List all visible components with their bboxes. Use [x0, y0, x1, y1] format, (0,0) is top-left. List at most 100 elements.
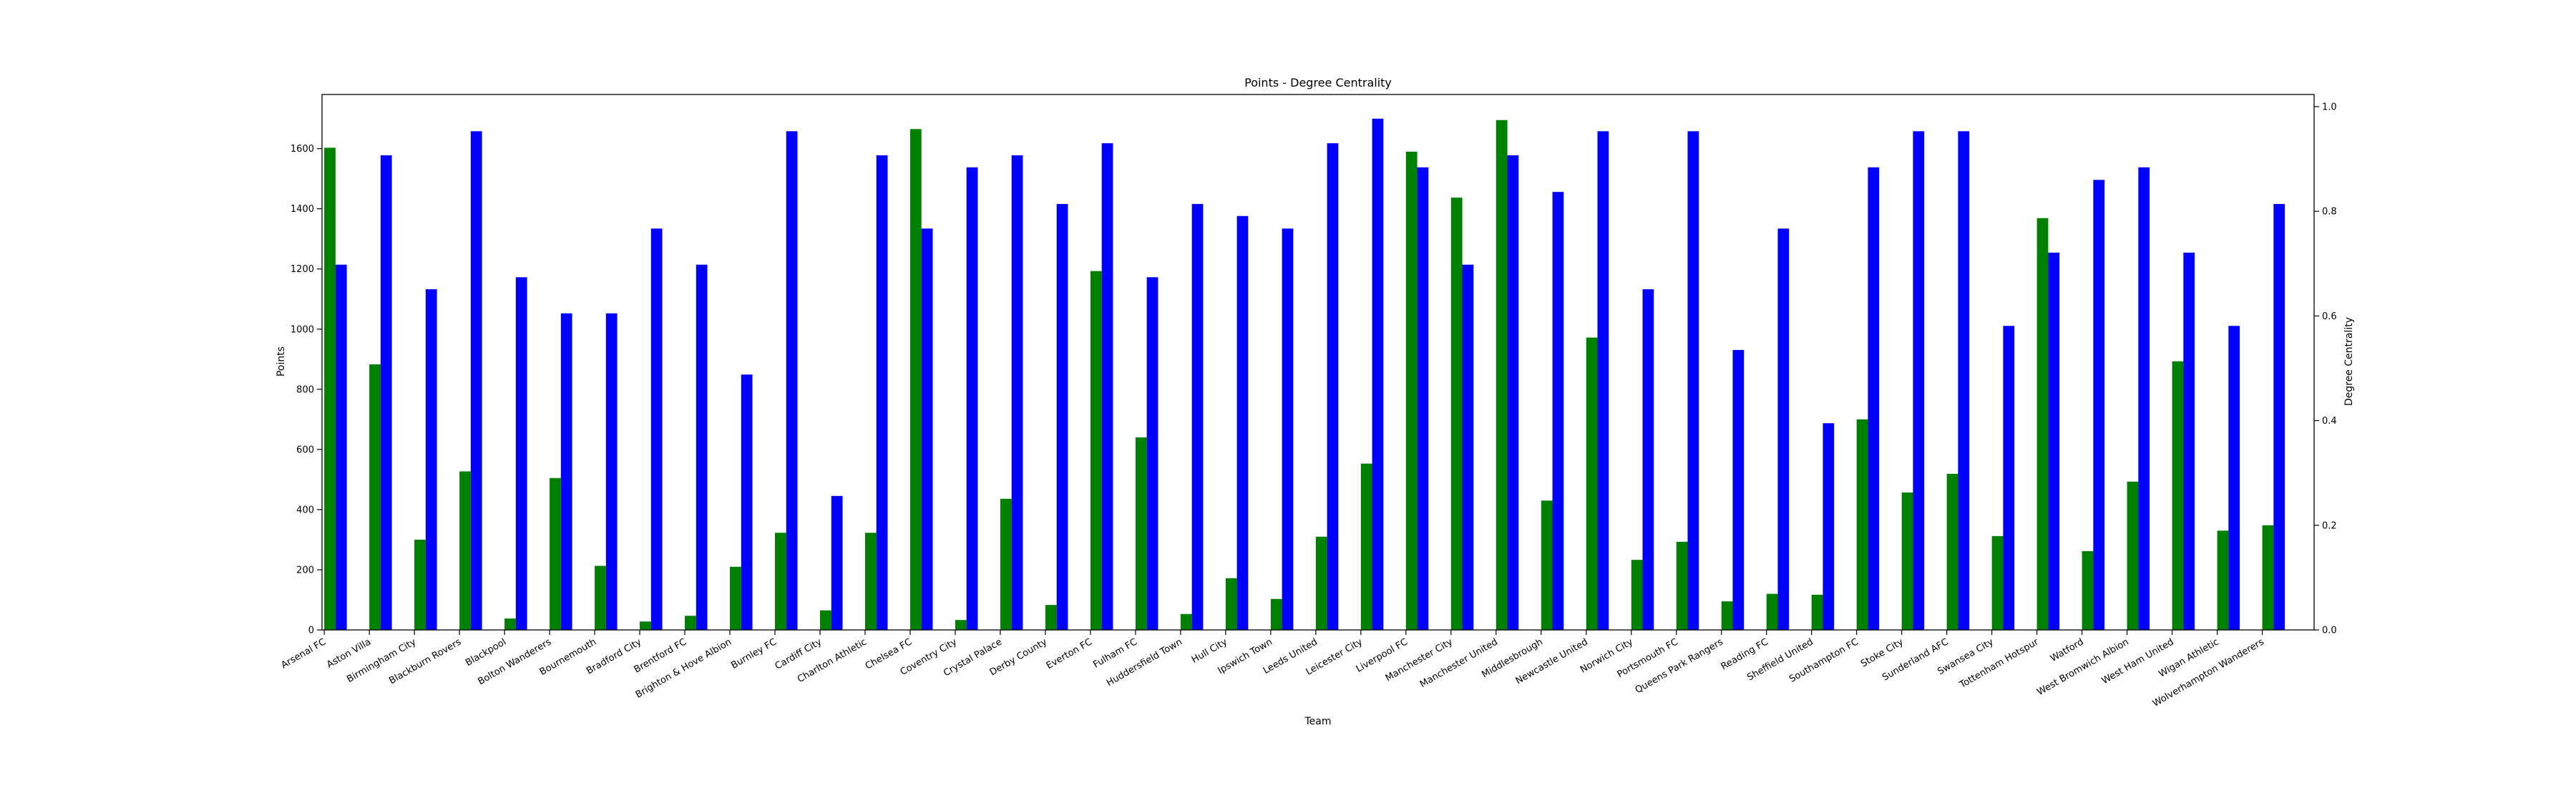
- degree-centrality-bar: [786, 131, 798, 630]
- points-bar: [1541, 500, 1553, 630]
- points-bar: [775, 533, 786, 630]
- x-axis-label: Team: [1304, 716, 1331, 727]
- points-bar: [2172, 361, 2184, 630]
- y-tick-label-right: 0.0: [2322, 626, 2337, 636]
- points-bar: [1766, 593, 1778, 630]
- degree-centrality-bar: [1958, 131, 1970, 630]
- degree-centrality-bar: [1236, 215, 1249, 630]
- points-bar: [1000, 498, 1012, 630]
- points-bar: [1135, 437, 1147, 630]
- degree-centrality-bar: [1597, 131, 1609, 630]
- degree-centrality-bar: [650, 228, 663, 630]
- degree-centrality-bar: [1642, 289, 1654, 630]
- points-bar: [324, 147, 336, 630]
- points-bar: [1811, 594, 1823, 630]
- degree-centrality-bar: [1191, 203, 1204, 630]
- points-bar: [1856, 419, 1868, 630]
- plot-frame: [321, 94, 2315, 631]
- points-bar: [1090, 271, 1102, 630]
- degree-centrality-bar: [1507, 155, 1519, 630]
- points-bar: [1991, 535, 2004, 630]
- y-tick-label-left: 0: [308, 626, 314, 636]
- points-bar: [955, 620, 967, 630]
- degree-centrality-bar: [1777, 228, 1790, 630]
- points-bar: [1496, 120, 1508, 631]
- points-bar: [2217, 530, 2229, 630]
- y-tick-label-right: 1.0: [2322, 102, 2337, 112]
- points-bar: [2036, 218, 2049, 631]
- degree-centrality-bar: [470, 131, 482, 630]
- points-bar: [414, 539, 426, 630]
- points-bar: [369, 364, 381, 630]
- degree-centrality-bar: [1282, 228, 1294, 630]
- degree-centrality-bar: [2273, 203, 2285, 630]
- degree-centrality-bar: [1146, 277, 1158, 630]
- degree-centrality-bar: [696, 264, 708, 630]
- y-tick-label-right: 0.2: [2322, 520, 2337, 531]
- points-bar: [1450, 198, 1463, 630]
- points-bar: [1315, 536, 1327, 630]
- y-tick-label-left: 1000: [291, 324, 314, 335]
- points-bar: [1405, 151, 1418, 631]
- degree-centrality-bar: [2183, 252, 2195, 630]
- points-bar: [1045, 605, 1057, 630]
- degree-centrality-bar: [1327, 143, 1339, 630]
- degree-centrality-bar: [1417, 167, 1429, 630]
- degree-centrality-bar: [605, 313, 618, 630]
- points-bar: [685, 616, 696, 630]
- degree-centrality-bar: [2138, 167, 2150, 630]
- points-bar: [459, 471, 471, 630]
- degree-centrality-bar: [1101, 143, 1113, 630]
- points-bar: [1901, 492, 1913, 630]
- y-tick-label-right: 0.8: [2322, 207, 2337, 218]
- y-axis-label-right: Degree Centrality: [2343, 317, 2355, 406]
- degree-centrality-bar: [1462, 264, 1474, 630]
- degree-centrality-bar: [2048, 252, 2060, 630]
- y-tick-label-left: 600: [296, 445, 314, 455]
- y-tick-label-left: 1600: [291, 144, 314, 155]
- chart-title: Points - Degree Centrality: [1244, 76, 1392, 89]
- points-bar: [864, 533, 877, 630]
- degree-centrality-bar: [380, 155, 392, 630]
- points-bar: [1270, 598, 1282, 630]
- degree-centrality-bar: [2093, 180, 2105, 630]
- degree-centrality-bar: [741, 374, 753, 630]
- degree-centrality-bar: [1552, 192, 1564, 630]
- points-bar: [504, 618, 516, 630]
- degree-centrality-bar: [1732, 349, 1745, 630]
- degree-centrality-bar: [335, 264, 347, 630]
- degree-centrality-bar: [1372, 118, 1384, 630]
- points-bar: [1586, 337, 1598, 630]
- points-bar: [1360, 463, 1372, 630]
- points-bar: [1946, 473, 1958, 630]
- degree-centrality-bar: [560, 313, 572, 630]
- y-tick-label-left: 800: [296, 384, 314, 395]
- points-bar: [1180, 613, 1192, 630]
- degree-centrality-bar: [515, 277, 527, 630]
- y-tick-label-left: 1200: [291, 264, 314, 275]
- points-bar: [1676, 541, 1688, 630]
- degree-centrality-bar: [1687, 131, 1699, 630]
- degree-centrality-bar: [876, 155, 888, 630]
- y-tick-label-left: 1400: [291, 204, 314, 215]
- degree-centrality-bar: [1913, 131, 1925, 630]
- degree-centrality-bar: [921, 228, 933, 630]
- y-tick-label-left: 400: [296, 505, 314, 515]
- degree-centrality-bar: [831, 495, 843, 630]
- bars-layer: [324, 118, 2285, 631]
- points-bar: [2082, 550, 2094, 630]
- degree-centrality-bar: [1868, 167, 1880, 630]
- y-axis-label-left: Points: [275, 346, 287, 377]
- y-tick-label-right: 0.4: [2322, 416, 2337, 427]
- y-tick-label-left: 200: [296, 565, 314, 576]
- degree-centrality-bar: [425, 289, 437, 630]
- degree-centrality-bar: [1011, 155, 1023, 630]
- points-bar: [1721, 601, 1733, 630]
- points-bar: [1631, 560, 1643, 630]
- degree-centrality-bar: [2003, 326, 2015, 630]
- degree-centrality-bar: [1056, 203, 1068, 630]
- points-bar: [550, 477, 561, 630]
- y-tick-label-right: 0.6: [2322, 311, 2337, 322]
